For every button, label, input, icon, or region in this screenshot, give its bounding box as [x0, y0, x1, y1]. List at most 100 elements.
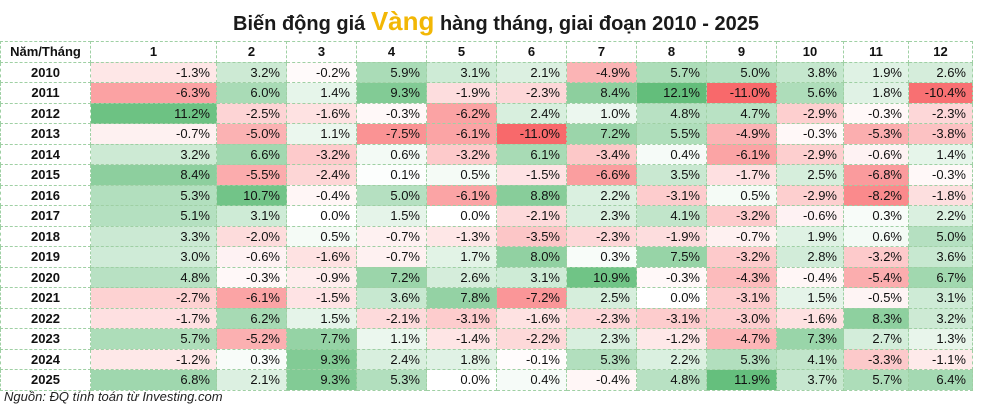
heat-cell: -1.9% — [636, 225, 707, 247]
heat-cell: -0.3% — [843, 102, 909, 124]
year-label: 2015 — [0, 164, 91, 186]
heat-cell: 4.1% — [636, 205, 707, 227]
heat-cell: -1.1% — [908, 348, 973, 370]
heat-cell: -2.3% — [496, 82, 567, 104]
year-label: 2024 — [0, 348, 91, 370]
heat-cell: 7.8% — [426, 287, 497, 309]
heat-cell: 8.3% — [843, 307, 909, 329]
heat-cell: 0.5% — [706, 184, 777, 206]
heat-cell: 5.0% — [356, 184, 427, 206]
heat-cell: 5.7% — [90, 328, 217, 350]
heat-cell: 2.1% — [496, 61, 567, 83]
heat-cell: -0.9% — [286, 266, 357, 288]
heat-cell: -1.9% — [426, 82, 497, 104]
year-label: 2023 — [0, 328, 91, 350]
table-row-2015: 2015 8.4% -5.5% -2.4% 0.1% 0.5% -1.5% -6.6% 3.5%… — [0, 164, 973, 186]
heat-cell: -3.5% — [496, 225, 567, 247]
heat-cell: -6.1% — [216, 287, 287, 309]
table-row-2023: 2023 5.7% -5.2% 7.7% 1.1% -1.4% -2.2% 2.3% -1.2%… — [0, 328, 973, 350]
month-header-11: 11 — [843, 41, 909, 63]
heat-cell: 8.4% — [566, 82, 637, 104]
year-label: 2022 — [0, 307, 91, 329]
title-suffix: hàng tháng, giai đoạn 2010 - 2025 — [434, 13, 759, 35]
heat-cell: -2.5% — [216, 102, 287, 124]
heat-cell: -3.1% — [706, 287, 777, 309]
heat-cell: -3.0% — [706, 307, 777, 329]
month-header-10: 10 — [776, 41, 844, 63]
table-row-2016: 2016 5.3% 10.7% -0.4% 5.0% -6.1% 8.8% 2.2% -3.1%… — [0, 184, 973, 206]
heat-cell: 2.5% — [776, 164, 844, 186]
heat-cell: -0.2% — [286, 61, 357, 83]
year-label: 2017 — [0, 205, 91, 227]
heat-cell: 3.1% — [908, 287, 973, 309]
heat-cell: 2.4% — [496, 102, 567, 124]
heat-cell: -8.2% — [843, 184, 909, 206]
heat-cell: 6.2% — [216, 307, 287, 329]
heat-cell: -1.3% — [90, 61, 217, 83]
heat-cell: 1.8% — [843, 82, 909, 104]
heat-cell: -5.5% — [216, 164, 287, 186]
heat-cell: 1.9% — [776, 225, 844, 247]
heat-cell: 6.1% — [496, 143, 567, 165]
heat-cell: 5.3% — [566, 348, 637, 370]
heat-cell: -5.4% — [843, 266, 909, 288]
heat-cell: -0.7% — [706, 225, 777, 247]
heat-cell: -1.5% — [496, 164, 567, 186]
heat-cell: 11.2% — [90, 102, 217, 124]
table-row-2010: 2010 -1.3% 3.2% -0.2% 5.9% 3.1% 2.1% -4.9% 5.7% 5… — [0, 61, 973, 83]
heat-cell: 10.7% — [216, 184, 287, 206]
title-highlight: Vàng — [370, 6, 435, 36]
heat-cell: -1.3% — [426, 225, 497, 247]
header-row: Năm/Tháng 1 2 3 4 5 6 7 8 9 10 11 12 — [0, 41, 973, 63]
heat-cell: -5.2% — [216, 328, 287, 350]
heat-cell: 6.6% — [216, 143, 287, 165]
heat-cell: -2.9% — [776, 184, 844, 206]
heat-cell: 1.5% — [356, 205, 427, 227]
heat-cell: 9.3% — [286, 348, 357, 370]
heat-cell: -0.4% — [286, 184, 357, 206]
heat-cell: 5.3% — [90, 184, 217, 206]
heat-cell: 7.3% — [776, 328, 844, 350]
heat-cell: 2.7% — [843, 328, 909, 350]
heat-cell: -0.3% — [356, 102, 427, 124]
heat-cell: 6.0% — [216, 82, 287, 104]
heat-cell: -2.3% — [566, 225, 637, 247]
month-header-6: 6 — [496, 41, 567, 63]
year-label: 2012 — [0, 102, 91, 124]
heat-cell: -6.2% — [426, 102, 497, 124]
source-note: Nguồn: ĐQ tính toán từ Investing.com — [4, 389, 223, 404]
title-prefix: Biến động giá — [233, 13, 371, 35]
heat-cell: -0.1% — [496, 348, 567, 370]
heat-cell: 7.2% — [356, 266, 427, 288]
heat-cell: -0.5% — [843, 287, 909, 309]
heat-cell: 5.0% — [706, 61, 777, 83]
heat-cell: -0.3% — [908, 164, 973, 186]
heat-cell: -3.2% — [426, 143, 497, 165]
year-label: 2019 — [0, 246, 91, 268]
heat-cell: 5.9% — [356, 61, 427, 83]
heat-cell: 8.4% — [90, 164, 217, 186]
year-label: 2016 — [0, 184, 91, 206]
heat-cell: 2.4% — [356, 348, 427, 370]
heat-cell: 3.3% — [90, 225, 217, 247]
heat-cell: -3.2% — [706, 205, 777, 227]
heat-cell: 0.5% — [426, 164, 497, 186]
heat-cell: 1.1% — [356, 328, 427, 350]
heat-cell: -2.3% — [566, 307, 637, 329]
heat-cell: 1.4% — [908, 143, 973, 165]
heat-cell: -6.3% — [90, 82, 217, 104]
heat-cell: 12.1% — [636, 82, 707, 104]
heat-cell: -1.6% — [496, 307, 567, 329]
heat-cell: 3.6% — [356, 287, 427, 309]
heat-cell: -1.4% — [426, 328, 497, 350]
table-row-2020: 2020 4.8% -0.3% -0.9% 7.2% 2.6% 3.1% 10.9% -0.3%… — [0, 266, 973, 288]
heat-cell: 1.3% — [908, 328, 973, 350]
month-header-4: 4 — [356, 41, 427, 63]
heat-cell: -4.7% — [706, 328, 777, 350]
month-header-2: 2 — [216, 41, 287, 63]
table-row-2025: 2025 6.8% 2.1% 9.3% 5.3% 0.0% 0.4% -0.4% 4.8% 11.… — [0, 369, 973, 391]
heat-cell: -3.4% — [566, 143, 637, 165]
heat-cell: 8.0% — [496, 246, 567, 268]
heat-cell: 3.1% — [426, 61, 497, 83]
heat-cell: -1.5% — [286, 287, 357, 309]
